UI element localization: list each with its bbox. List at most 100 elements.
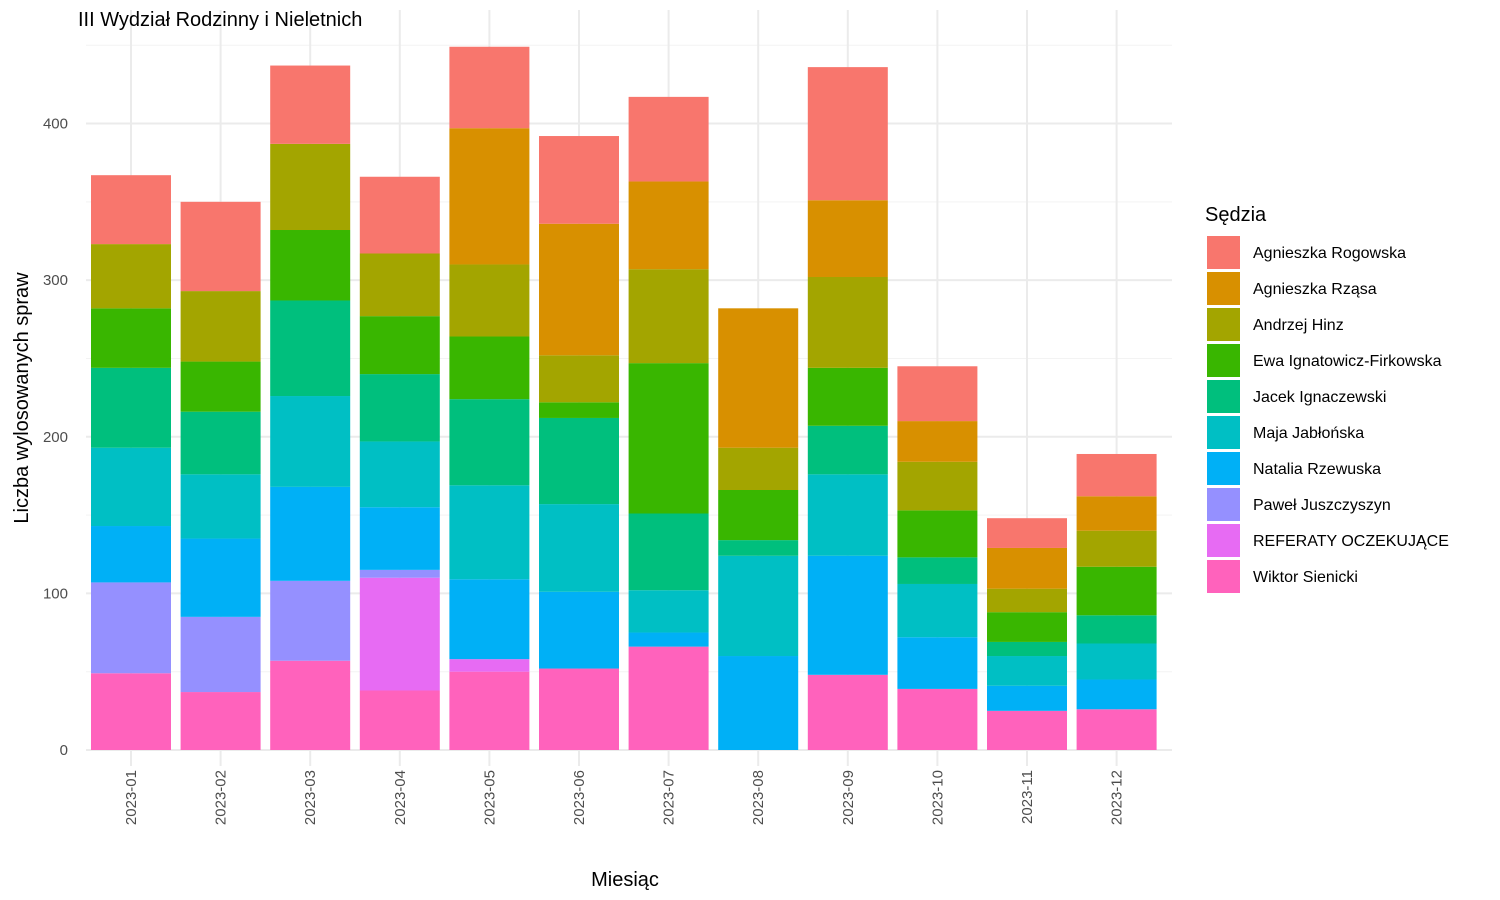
bar-segment — [91, 673, 171, 750]
bar-segment — [539, 136, 619, 224]
x-tick-label: 2023-10 — [929, 770, 946, 825]
legend-label: REFERATY OCZEKUJĄCE — [1253, 533, 1449, 550]
bar-segment — [718, 308, 799, 448]
x-tick-label: 2023-02 — [213, 770, 230, 825]
bar-segment — [91, 447, 171, 527]
x-tick-label: 2023-08 — [750, 770, 767, 825]
bar-segment — [539, 668, 619, 750]
bar-segment — [180, 474, 261, 539]
bar-segment — [1076, 643, 1157, 680]
bar-segment — [449, 264, 530, 337]
x-tick-label: 2023-11 — [1019, 770, 1036, 824]
bar-segment — [1076, 496, 1157, 531]
bar-segment — [180, 616, 261, 693]
bar-segment — [628, 269, 709, 364]
bar-segment — [807, 474, 888, 556]
y-tick-label: 0 — [60, 742, 68, 759]
x-tick-label: 2023-05 — [481, 770, 498, 825]
legend-swatch — [1207, 488, 1240, 521]
bar-segment — [449, 659, 530, 672]
bar-segment — [718, 490, 799, 541]
bar-segment — [807, 674, 888, 750]
bar-segment — [270, 486, 351, 581]
bar-segment — [1076, 709, 1157, 750]
bar-segment — [359, 253, 440, 317]
bar-segment — [270, 580, 351, 661]
bar-segment — [91, 308, 171, 368]
bar-segment — [987, 685, 1067, 711]
bar-segment — [807, 200, 888, 277]
y-tick-label: 400 — [43, 116, 68, 133]
bar-segment — [359, 690, 440, 750]
bar-segment — [180, 361, 261, 412]
bar-segment — [539, 402, 619, 418]
legend-label: Jacek Ignaczewski — [1253, 389, 1386, 406]
bar-segment — [1076, 566, 1157, 616]
bar-segment — [897, 557, 978, 584]
bar-segment — [807, 425, 888, 475]
bar-segment — [628, 590, 709, 633]
bar-segment — [628, 632, 709, 647]
bar-segment — [539, 591, 619, 669]
bar-segment — [91, 526, 171, 583]
y-axis-title: Liczba wylosowanych spraw — [11, 272, 33, 524]
legend-swatch — [1207, 452, 1240, 485]
legend-label: Wiktor Sienicki — [1253, 569, 1358, 586]
bar-segment — [987, 518, 1067, 548]
bar-segment — [359, 507, 440, 570]
bar-segment — [897, 637, 978, 689]
bar-segment — [897, 583, 978, 638]
bar-segment — [270, 300, 351, 397]
legend: Sędzia Agnieszka Rogowska Agnieszka Rząsa… — [1205, 204, 1449, 593]
legend-swatch — [1207, 560, 1240, 593]
bar-segment — [897, 421, 978, 462]
chart-title: III Wydział Rodzinny i Nieletnich — [78, 9, 362, 31]
bar-segment — [987, 710, 1067, 750]
bar-segment — [91, 244, 171, 309]
bar-segment — [180, 411, 261, 475]
bar-segment — [539, 355, 619, 403]
bar-segment — [628, 181, 709, 270]
bar-segment — [718, 447, 799, 491]
bar-segment — [91, 367, 171, 448]
legend-swatch — [1207, 236, 1240, 269]
bar-segment — [449, 336, 530, 400]
legend-label: Paweł Juszczyszyn — [1253, 497, 1391, 514]
legend-label: Andrzej Hinz — [1253, 317, 1344, 334]
legend-swatch — [1207, 308, 1240, 341]
x-tick-label: 2023-03 — [302, 770, 319, 825]
bar-segment — [987, 612, 1067, 642]
bar-segment — [449, 485, 530, 580]
bar-segment — [807, 367, 888, 426]
bar-segment — [449, 671, 530, 750]
bar-segment — [180, 692, 261, 750]
bar-segment — [987, 656, 1067, 686]
bars — [91, 46, 1157, 750]
bar-segment — [91, 582, 171, 674]
bar-segment — [270, 65, 351, 144]
bar-segment — [539, 223, 619, 356]
legend-swatch — [1207, 344, 1240, 377]
legend-swatch — [1207, 416, 1240, 449]
bar-segment — [987, 588, 1067, 613]
legend-swatch — [1207, 524, 1240, 557]
bar-segment — [180, 538, 261, 617]
bar-segment — [539, 417, 619, 505]
bar-segment — [180, 291, 261, 362]
bar-segment — [718, 540, 799, 556]
bar-segment — [91, 175, 171, 245]
bar-segment — [359, 316, 440, 375]
bar-segment — [807, 276, 888, 368]
y-axis-ticks: 0 100 200 300 400 — [43, 116, 68, 760]
bar-segment — [449, 579, 530, 660]
bar-segment — [359, 569, 440, 578]
bar-segment — [1076, 679, 1157, 710]
bar-segment — [270, 660, 351, 750]
bar-segment — [897, 688, 978, 750]
bar-segment — [359, 374, 440, 442]
bar-segment — [897, 366, 978, 422]
bar-segment — [270, 396, 351, 487]
bar-segment — [807, 67, 888, 201]
legend-swatch — [1207, 380, 1240, 413]
